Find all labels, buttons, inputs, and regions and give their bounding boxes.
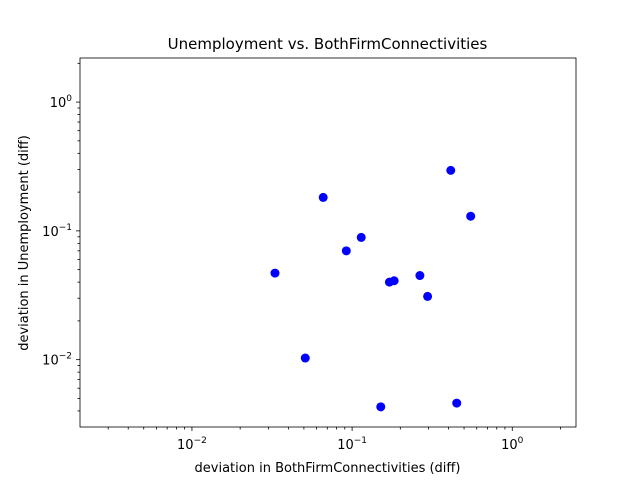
y-tick-label: 10−1 — [42, 223, 72, 240]
x-tick-label: 100 — [501, 436, 524, 453]
data-point — [415, 271, 425, 281]
data-point — [376, 402, 386, 412]
data-point — [341, 246, 351, 256]
data-point — [466, 211, 476, 221]
data-point — [300, 353, 310, 363]
data-point — [423, 291, 433, 301]
data-point — [356, 232, 366, 242]
y-tick-label: 10−2 — [42, 352, 72, 369]
x-tick-label: 10−1 — [337, 436, 367, 453]
plot-frame — [79, 57, 577, 428]
data-point — [389, 276, 399, 286]
data-point — [452, 398, 462, 408]
data-point — [318, 192, 328, 202]
plot-area: 10−2 10−1 100 10−2 10−1 100 — [42, 57, 577, 453]
y-axis-label: deviation in Unemployment (diff) — [17, 135, 32, 351]
data-point — [446, 165, 456, 175]
x-tick-label: 10−2 — [177, 436, 207, 453]
chart-title: Unemployment vs. BothFirmConnectivities — [168, 35, 488, 53]
x-axis-label: deviation in BothFirmConnectivities (dif… — [195, 461, 461, 476]
data-point — [270, 268, 280, 278]
y-tick-label: 100 — [50, 94, 73, 111]
